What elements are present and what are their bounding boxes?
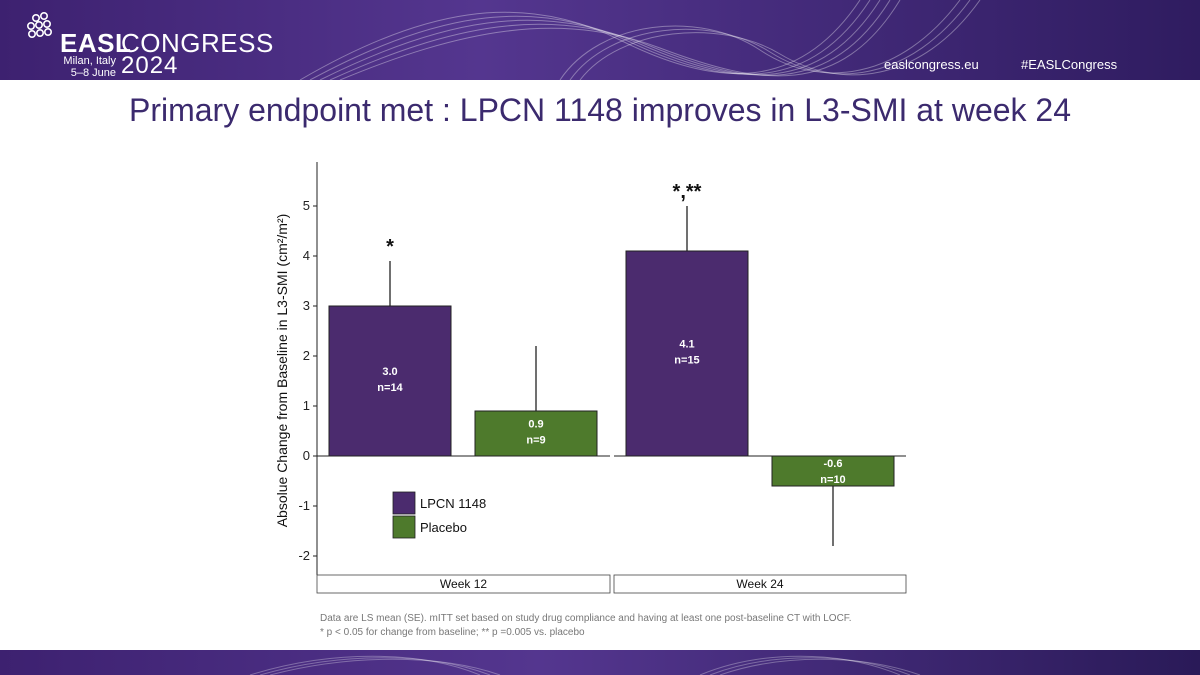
bar-value-label: 3.0: [382, 366, 397, 378]
header-banner: EASL CONGRESS Milan, Italy 5–8 June 2024…: [0, 0, 1200, 80]
bar-value-label: -0.6: [824, 458, 843, 470]
hashtag-text: #EASLCongress: [1021, 57, 1118, 72]
significance-marker: *,**: [673, 181, 702, 203]
legend-label: LPCN 1148: [420, 496, 486, 511]
y-tick-label: 1: [303, 398, 310, 413]
bar-n-label: n=10: [820, 474, 845, 486]
y-tick-label: 0: [303, 448, 310, 463]
logo-easl-text: EASL: [60, 28, 132, 58]
bar-placebo: [771, 455, 895, 487]
y-tick-label: 3: [303, 298, 310, 313]
slide-title: Primary endpoint met : LPCN 1148 improve…: [128, 92, 1072, 128]
y-tick-label: 4: [303, 248, 310, 263]
bar-lpcn-1148: [625, 250, 749, 457]
y-axis-title: Absolue Change from Baseline in L3-SMI (…: [274, 214, 290, 528]
easl-congress-logo: EASL CONGRESS Milan, Italy 5–8 June 2024: [26, 12, 273, 79]
y-tick-label: -1: [298, 498, 310, 513]
legend-label: Placebo: [420, 520, 467, 535]
panel-label: Week 12: [440, 577, 487, 591]
footer-banner: [0, 650, 1200, 675]
y-tick-label: 2: [303, 348, 310, 363]
panel-strip: [613, 574, 907, 594]
bar-value-label: 4.1: [679, 339, 694, 351]
y-tick-label: 5: [303, 198, 310, 213]
legend-swatch: [392, 491, 416, 515]
legend-swatch: [392, 515, 416, 539]
site-link[interactable]: easlcongress.eu: [884, 57, 979, 72]
logo-dates-text: 5–8 June: [70, 67, 116, 79]
footnote-data-method: Data are LS mean (SE). mITT set based on…: [320, 613, 852, 624]
logo-city-text: Milan, Italy: [63, 55, 116, 67]
y-tick-label: -2: [298, 548, 310, 563]
panel-strip: [316, 574, 611, 594]
logo-congress-text: CONGRESS: [121, 28, 274, 58]
panel-label: Week 24: [736, 577, 783, 591]
logo-year-text: 2024: [121, 52, 179, 79]
footnote-significance: * p < 0.05 for change from baseline; ** …: [320, 627, 585, 638]
bar-n-label: n=14: [377, 382, 403, 394]
significance-marker: *: [386, 236, 394, 258]
bar-value-label: 0.9: [528, 419, 543, 431]
logo-dots-icon: [26, 12, 52, 38]
bar-lpcn-1148: [328, 305, 452, 457]
banner-wave-graphic: [299, 0, 981, 80]
bar-n-label: n=9: [526, 435, 545, 447]
footer-wave-graphic: [249, 655, 921, 675]
bar-placebo: [474, 410, 598, 457]
bar-n-label: n=15: [674, 355, 699, 367]
